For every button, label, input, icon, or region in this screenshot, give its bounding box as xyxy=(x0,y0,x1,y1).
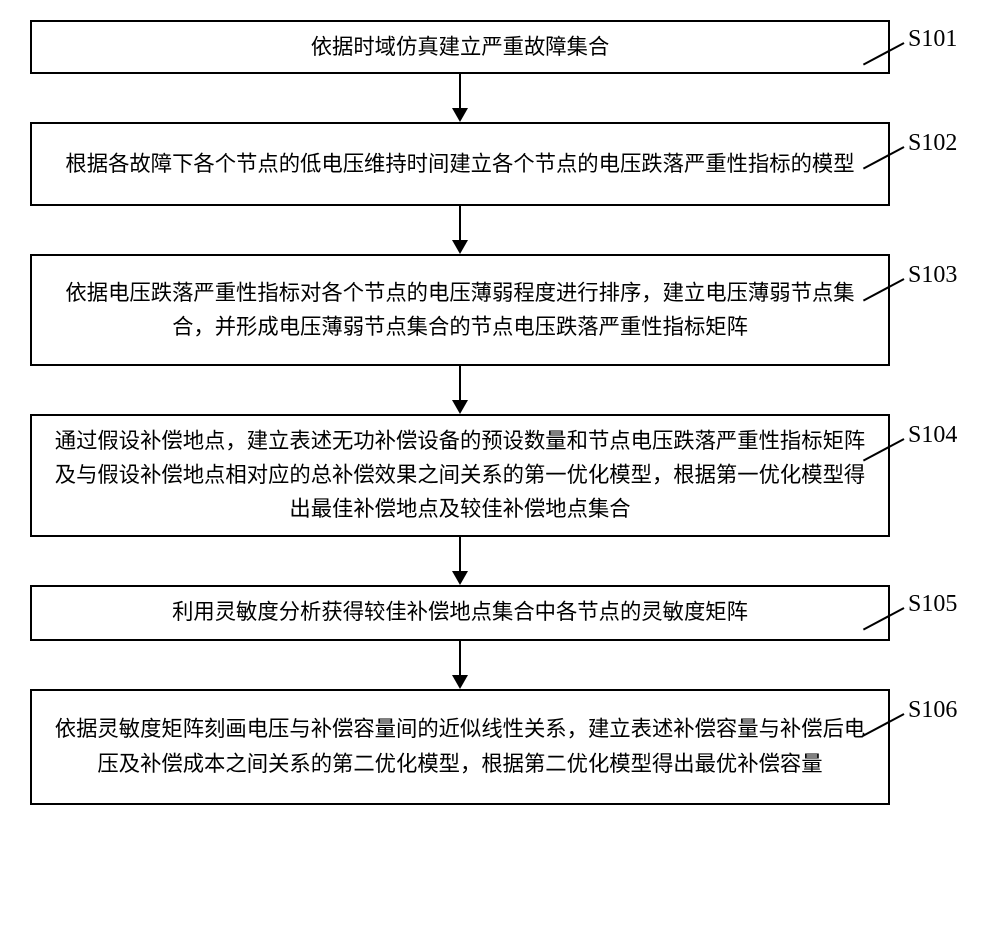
arrow-stem xyxy=(459,641,461,675)
step-label-wrap: S104 xyxy=(900,414,970,449)
step-label-wrap: S105 xyxy=(900,585,970,618)
step-box-S101: 依据时域仿真建立严重故障集合 xyxy=(30,20,890,74)
step-id-label: S106 xyxy=(908,697,957,723)
arrow-down xyxy=(452,206,468,254)
step-text: 依据电压跌落严重性指标对各个节点的电压薄弱程度进行排序，建立电压薄弱节点集合，并… xyxy=(48,276,872,344)
step-text: 通过假设补偿地点，建立表述无功补偿设备的预设数量和节点电压跌落严重性指标矩阵及与… xyxy=(48,424,872,526)
step-text: 依据时域仿真建立严重故障集合 xyxy=(311,30,610,64)
arrow-head-icon xyxy=(452,108,468,122)
step-text: 依据灵敏度矩阵刻画电压与补偿容量间的近似线性关系，建立表述补偿容量与补偿后电压及… xyxy=(48,712,872,780)
arrow-stem xyxy=(459,206,461,240)
step-id-label: S102 xyxy=(908,130,957,156)
step-box-S105: 利用灵敏度分析获得较佳补偿地点集合中各节点的灵敏度矩阵 xyxy=(30,585,890,641)
step-row-S104: 通过假设补偿地点，建立表述无功补偿设备的预设数量和节点电压跌落严重性指标矩阵及与… xyxy=(30,414,970,536)
arrow-down xyxy=(452,641,468,689)
arrow-head-icon xyxy=(452,240,468,254)
step-box-S106: 依据灵敏度矩阵刻画电压与补偿容量间的近似线性关系，建立表述补偿容量与补偿后电压及… xyxy=(30,689,890,805)
step-text: 根据各故障下各个节点的低电压维持时间建立各个节点的电压跌落严重性指标的模型 xyxy=(65,147,854,181)
step-id-label: S104 xyxy=(908,422,957,448)
arrow-head-icon xyxy=(452,675,468,689)
arrow-head-icon xyxy=(452,400,468,414)
step-box-S103: 依据电压跌落严重性指标对各个节点的电压薄弱程度进行排序，建立电压薄弱节点集合，并… xyxy=(30,254,890,366)
step-id-label: S101 xyxy=(908,26,957,52)
flowchart-container: 依据时域仿真建立严重故障集合 S101 根据各故障下各个节点的低电压维持时间建立各个… xyxy=(30,20,970,805)
step-row-S106: 依据灵敏度矩阵刻画电压与补偿容量间的近似线性关系，建立表述补偿容量与补偿后电压及… xyxy=(30,689,970,805)
step-label-wrap: S101 xyxy=(900,20,970,53)
step-row-S105: 利用灵敏度分析获得较佳补偿地点集合中各节点的灵敏度矩阵 S105 xyxy=(30,585,970,641)
step-label-wrap: S103 xyxy=(900,254,970,289)
arrow-down xyxy=(452,537,468,585)
step-label-wrap: S106 xyxy=(900,689,970,724)
step-row-S101: 依据时域仿真建立严重故障集合 S101 xyxy=(30,20,970,74)
step-box-S102: 根据各故障下各个节点的低电压维持时间建立各个节点的电压跌落严重性指标的模型 xyxy=(30,122,890,206)
step-id-label: S105 xyxy=(908,591,957,617)
step-label-wrap: S102 xyxy=(900,122,970,157)
arrow-down xyxy=(452,74,468,122)
step-text: 利用灵敏度分析获得较佳补偿地点集合中各节点的灵敏度矩阵 xyxy=(172,595,748,629)
step-row-S103: 依据电压跌落严重性指标对各个节点的电压薄弱程度进行排序，建立电压薄弱节点集合，并… xyxy=(30,254,970,366)
arrow-down xyxy=(452,366,468,414)
arrow-stem xyxy=(459,74,461,108)
step-id-label: S103 xyxy=(908,262,957,288)
step-box-S104: 通过假设补偿地点，建立表述无功补偿设备的预设数量和节点电压跌落严重性指标矩阵及与… xyxy=(30,414,890,536)
arrow-head-icon xyxy=(452,571,468,585)
arrow-stem xyxy=(459,537,461,571)
arrow-stem xyxy=(459,366,461,400)
step-row-S102: 根据各故障下各个节点的低电压维持时间建立各个节点的电压跌落严重性指标的模型 S10… xyxy=(30,122,970,206)
